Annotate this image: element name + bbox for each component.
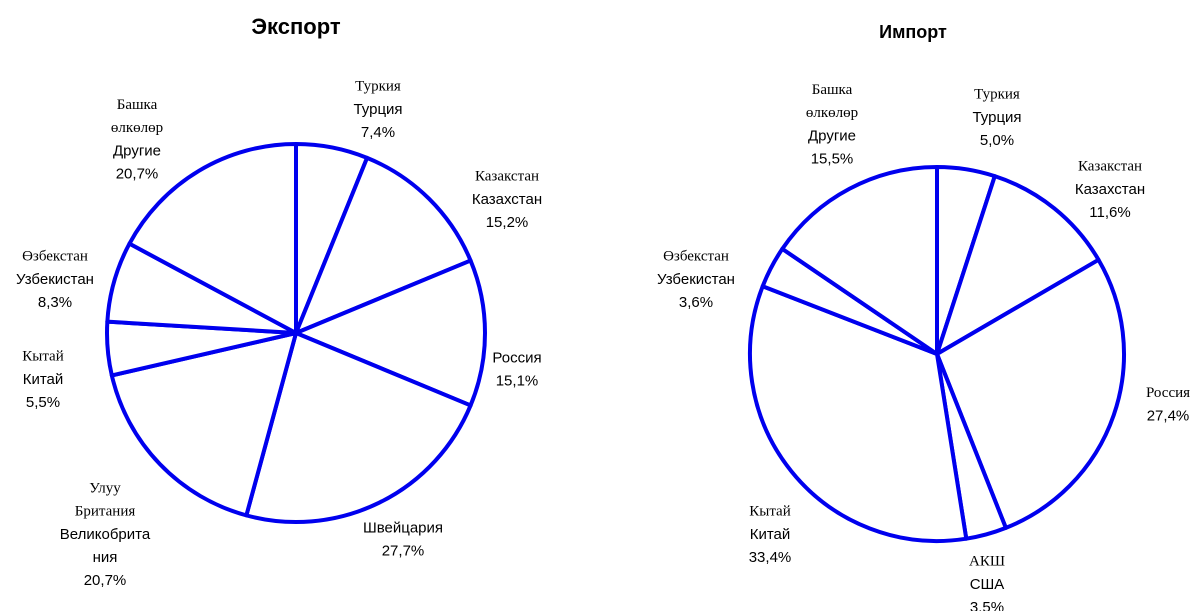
slice-label: Өзбекстан — [22, 248, 88, 264]
slice-label: өлкөлөр — [806, 105, 858, 121]
slice-label: Россия — [492, 349, 541, 366]
slice-label: Турция — [972, 109, 1021, 126]
pie-slice — [244, 331, 473, 524]
data-label: 5,5% — [26, 394, 60, 411]
pie-slice — [935, 174, 1101, 356]
data-label: 20,7% — [116, 165, 159, 182]
slice-label: Швейцария — [363, 519, 443, 536]
slice-label: ния — [93, 549, 118, 566]
data-label: 15,5% — [811, 150, 854, 167]
data-label: 15,2% — [486, 214, 529, 231]
data-label: 7,4% — [361, 124, 395, 141]
slice-label: Китай — [750, 526, 791, 543]
slice-label: Великобрита — [60, 526, 151, 543]
data-label: 3,6% — [679, 294, 713, 311]
slice-label: Узбекистан — [16, 271, 94, 288]
data-label: 33,4% — [749, 549, 792, 566]
pie-slice — [294, 155, 473, 335]
pie-slice — [127, 142, 298, 335]
slice-label: США — [970, 576, 1005, 593]
data-label: 27,4% — [1147, 407, 1190, 424]
data-label: 11,6% — [1089, 204, 1130, 221]
slice-label: Другие — [113, 142, 161, 159]
slice-label: өлкөлөр — [111, 120, 163, 136]
slice-label: Китай — [23, 371, 64, 388]
slice-label: Туркия — [974, 86, 1020, 102]
slice-label: Россия — [1146, 385, 1190, 401]
slice-label: Башка — [117, 97, 158, 113]
pie-slice — [748, 284, 969, 543]
slice-label: Турция — [353, 101, 402, 118]
pie-slice — [780, 165, 939, 356]
slice-label: Узбекистан — [657, 271, 735, 288]
data-label: 15,1% — [496, 372, 539, 389]
slice-label: Казакстан — [475, 168, 539, 184]
pie-slice — [935, 257, 1126, 530]
data-label: 8,3% — [38, 294, 72, 311]
slice-label: Туркия — [355, 78, 401, 94]
slice-label: Казакстан — [1078, 158, 1142, 174]
pie-slice — [109, 331, 298, 518]
slice-label: АКШ — [969, 553, 1005, 569]
pie-slice — [294, 258, 487, 408]
slice-label: Казахстан — [472, 191, 542, 208]
data-label: 27,7% — [382, 542, 425, 559]
slice-label: Башка — [812, 82, 853, 98]
slice-label: Британия — [75, 503, 136, 519]
chart-title: Экспорт — [251, 14, 340, 39]
slice-label: Другие — [808, 127, 856, 144]
slice-label: Өзбекстан — [663, 248, 729, 264]
slice-label: Кытай — [749, 503, 791, 519]
slice-label: Кытай — [22, 348, 64, 364]
slice-label: Улуу — [89, 480, 121, 496]
data-label: 3.5% — [970, 599, 1004, 611]
slice-label: Казахстан — [1075, 181, 1145, 198]
data-label: 20,7% — [84, 572, 127, 589]
data-label: 5,0% — [980, 132, 1014, 149]
chart-title: Импорт — [879, 22, 947, 42]
